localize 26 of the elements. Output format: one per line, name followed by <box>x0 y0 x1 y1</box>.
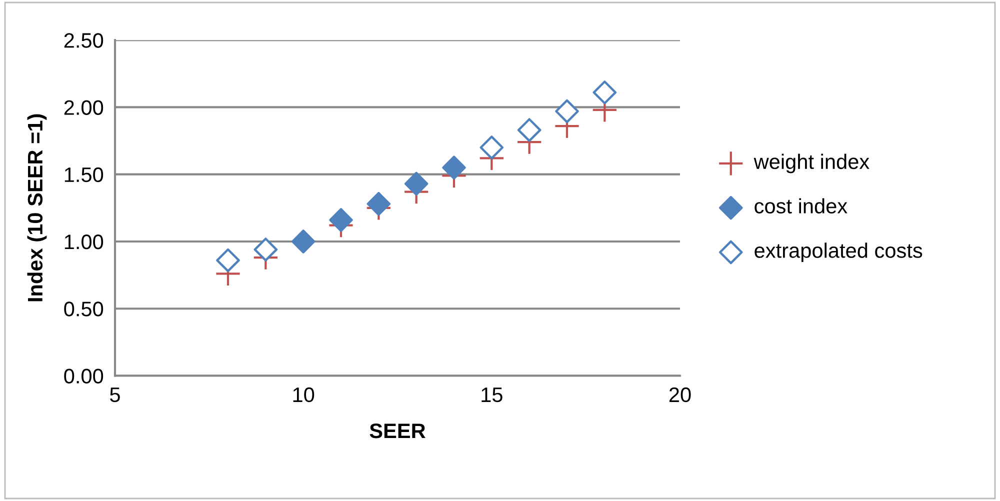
x-tick-label: 20 <box>669 387 691 402</box>
point <box>480 136 504 160</box>
point <box>216 248 240 272</box>
y-tick-label: 0.00 <box>64 368 104 384</box>
x-tick-label: 10 <box>293 387 314 402</box>
point <box>592 80 617 104</box>
point <box>254 238 278 262</box>
legend-label: cost index <box>754 198 848 214</box>
x-tick-label: 5 <box>110 388 120 402</box>
point <box>517 118 542 142</box>
y-tick-label: 1.00 <box>64 234 104 250</box>
point <box>366 192 391 216</box>
point <box>442 156 466 180</box>
y-tick-label: 2.00 <box>64 100 104 115</box>
point <box>291 230 316 254</box>
point <box>404 172 428 196</box>
y-tick-label: 1.50 <box>64 167 104 182</box>
x-tick-label: 15 <box>482 388 502 402</box>
y-tick-label: 2.50 <box>64 33 104 48</box>
point <box>555 99 579 124</box>
legend-label: weight index <box>754 154 870 174</box>
point <box>329 208 353 232</box>
legend-label: extrapolated costs <box>754 242 922 262</box>
y-axis-title: Index (10 SEER =1) <box>27 114 47 302</box>
x-axis-title: SEER <box>370 424 426 438</box>
y-tick-label: 0.50 <box>64 302 104 316</box>
